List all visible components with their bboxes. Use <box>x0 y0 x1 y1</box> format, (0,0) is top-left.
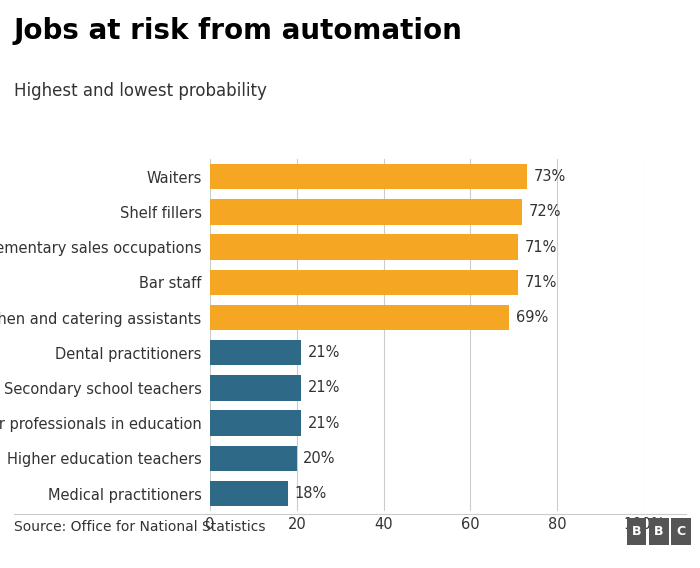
Text: 21%: 21% <box>307 416 340 431</box>
Bar <box>210 270 518 295</box>
Bar <box>210 411 301 436</box>
Text: B: B <box>631 525 641 538</box>
Text: Highest and lowest probability: Highest and lowest probability <box>14 82 267 101</box>
Text: 20%: 20% <box>303 451 336 466</box>
Bar <box>210 235 518 260</box>
Text: C: C <box>676 525 686 538</box>
Text: 21%: 21% <box>307 381 340 395</box>
Text: 72%: 72% <box>529 204 561 219</box>
Bar <box>210 375 301 400</box>
Bar <box>210 164 527 189</box>
Bar <box>210 305 510 330</box>
Bar <box>210 199 522 224</box>
Text: Source: Office for National Statistics: Source: Office for National Statistics <box>14 520 265 534</box>
Text: B: B <box>654 525 664 538</box>
Text: 71%: 71% <box>525 240 557 254</box>
Bar <box>210 446 297 471</box>
Bar <box>210 340 301 365</box>
Text: 21%: 21% <box>307 345 340 360</box>
Text: Jobs at risk from automation: Jobs at risk from automation <box>14 17 463 45</box>
Text: 69%: 69% <box>516 310 548 325</box>
Text: 71%: 71% <box>525 275 557 290</box>
Bar <box>210 481 288 506</box>
Text: 73%: 73% <box>533 169 566 184</box>
Text: 18%: 18% <box>295 486 327 501</box>
